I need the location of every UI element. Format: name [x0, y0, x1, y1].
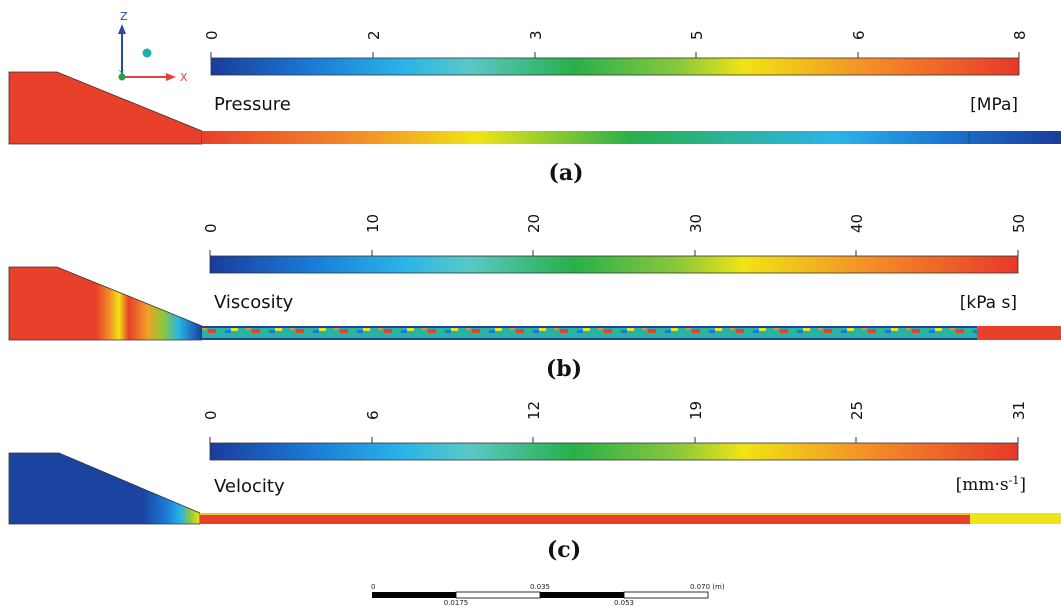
colorbar-tick-labels-c: 0 6 12 19 25 31	[202, 401, 1028, 420]
tick-label: 25	[848, 401, 866, 420]
quantity-label-b: Viscosity	[214, 292, 294, 313]
domain-taper-a	[8, 71, 203, 145]
scale-label: 0	[371, 583, 375, 591]
tick-label: 0	[202, 223, 220, 233]
tick-label: 0	[203, 30, 221, 40]
channel-edge-bottom-b	[202, 338, 977, 340]
colorbar-c	[209, 442, 1019, 461]
quantity-label-c: Velocity	[214, 476, 285, 497]
tick-label: 5	[688, 30, 706, 40]
colorbar-tick-labels-b: 0 10 20 30 40 50	[202, 214, 1028, 233]
scale-label: 0.0175	[444, 599, 469, 607]
tick-label: 30	[687, 214, 705, 233]
colorbar-ticks-b	[209, 250, 1019, 256]
unit-label-b: [kPa s]	[960, 293, 1017, 313]
tick-label: 12	[525, 401, 543, 420]
tick-label: 0	[202, 410, 220, 420]
scale-label: 0.035	[530, 583, 550, 591]
domain-channel-c	[200, 513, 970, 524]
panel-a: 0 2 3 5 6 8 Pressure [MPa] (a)	[8, 30, 1061, 186]
colorbar-b	[209, 255, 1019, 274]
colorbar-ticks-c	[209, 437, 1019, 443]
tick-label: 6	[364, 410, 382, 420]
colorbar-a	[210, 57, 1020, 76]
domain-channel-a	[202, 131, 1061, 144]
panel-b: 0 10 20 30 40 50 Viscosity [kPa s] (b)	[8, 214, 1061, 382]
domain-channel-b	[202, 326, 977, 340]
axis-x-label: X	[180, 71, 188, 84]
colorbar-tick-labels-a: 0 2 3 5 6 8	[203, 30, 1029, 40]
axis-z-label: Z	[120, 10, 128, 23]
domain-taper-c	[8, 452, 201, 525]
tick-label: 31	[1010, 401, 1028, 420]
panel-c: 0 6 12 19 25 31 Velocity [mm·s-1] (c)	[8, 401, 1061, 563]
tick-label: 8	[1011, 30, 1029, 40]
caption-b: (b)	[546, 356, 582, 382]
channel-edge-top-b	[202, 326, 977, 328]
caption-c: (c)	[547, 537, 581, 563]
unit-label-a: [MPa]	[970, 95, 1018, 115]
tick-label: 2	[365, 30, 383, 40]
quantity-label-a: Pressure	[214, 94, 291, 115]
tick-label: 3	[527, 30, 545, 40]
domain-taper-b	[8, 266, 203, 341]
tick-label: 50	[1010, 214, 1028, 233]
axis-triad: Z X Y	[118, 10, 188, 84]
axis-y-label: Y	[118, 69, 124, 78]
scale-bar: 0 0.035 0.070 (m) 0.0175 0.053	[371, 583, 725, 607]
domain-channel-end-c	[970, 513, 1061, 524]
scale-label: 0.070 (m)	[690, 583, 725, 591]
tick-label: 6	[850, 30, 868, 40]
caption-a: (a)	[548, 160, 583, 186]
tick-label: 40	[848, 214, 866, 233]
tick-label: 10	[364, 214, 382, 233]
colorbar-ticks-a	[210, 52, 1020, 58]
domain-channel-end-b	[977, 326, 1061, 340]
channel-edge-top-c	[200, 513, 970, 515]
tick-label: 19	[687, 401, 705, 420]
scale-label: 0.053	[614, 599, 634, 607]
tick-label: 20	[525, 214, 543, 233]
unit-label-c: [mm·s-1]	[956, 474, 1026, 495]
